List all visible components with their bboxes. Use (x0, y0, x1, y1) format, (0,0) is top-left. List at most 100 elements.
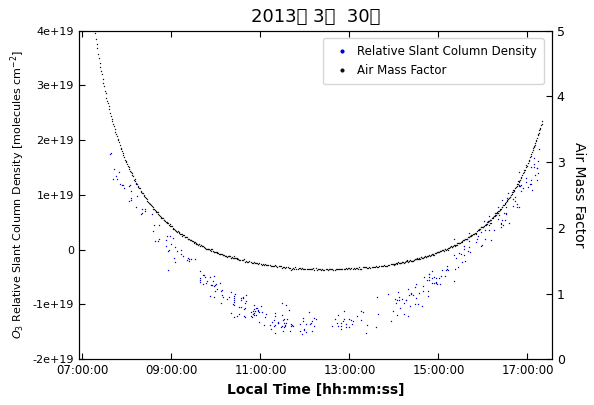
Relative Slant Column Density (148, 228, 158, 234)
Air Mass Factor (460, 237, 469, 243)
Relative Slant Column Density (240, 305, 249, 311)
Relative Slant Column Density (405, 303, 415, 310)
Relative Slant Column Density (298, 331, 307, 337)
Air Mass Factor (386, 260, 396, 267)
Air Mass Factor (370, 264, 380, 270)
Air Mass Factor (400, 258, 410, 265)
Air Mass Factor (425, 252, 434, 258)
Relative Slant Column Density (240, 313, 249, 320)
Relative Slant Column Density (260, 322, 269, 328)
Air Mass Factor (175, 229, 184, 235)
Air Mass Factor (489, 213, 499, 220)
Air Mass Factor (117, 148, 127, 154)
Relative Slant Column Density (224, 293, 233, 300)
Air Mass Factor (353, 266, 363, 272)
Air Mass Factor (392, 261, 402, 267)
Air Mass Factor (85, 21, 94, 27)
Relative Slant Column Density (108, 176, 118, 183)
Relative Slant Column Density (498, 222, 507, 228)
Air Mass Factor (220, 253, 229, 259)
Relative Slant Column Density (496, 220, 505, 226)
Relative Slant Column Density (358, 308, 367, 315)
Air Mass Factor (274, 263, 283, 269)
Air Mass Factor (403, 257, 412, 264)
Relative Slant Column Density (412, 281, 421, 287)
Air Mass Factor (123, 163, 132, 169)
Relative Slant Column Density (301, 321, 311, 327)
Air Mass Factor (527, 149, 537, 156)
Relative Slant Column Density (397, 296, 407, 302)
Air Mass Factor (341, 265, 350, 272)
Air Mass Factor (178, 232, 187, 239)
Air Mass Factor (160, 217, 169, 224)
Air Mass Factor (276, 263, 286, 270)
Relative Slant Column Density (235, 311, 244, 317)
Air Mass Factor (460, 236, 470, 243)
Air Mass Factor (161, 219, 170, 226)
Relative Slant Column Density (451, 266, 460, 273)
Relative Slant Column Density (471, 239, 481, 245)
Air Mass Factor (83, 21, 92, 27)
Air Mass Factor (362, 264, 372, 271)
Relative Slant Column Density (169, 235, 178, 241)
Air Mass Factor (95, 60, 105, 66)
Air Mass Factor (218, 252, 228, 258)
Air Mass Factor (169, 225, 178, 232)
Air Mass Factor (514, 179, 523, 185)
Relative Slant Column Density (210, 282, 219, 289)
Air Mass Factor (446, 243, 456, 249)
Air Mass Factor (179, 232, 188, 239)
Relative Slant Column Density (410, 301, 419, 307)
Relative Slant Column Density (417, 303, 426, 310)
Air Mass Factor (235, 257, 244, 263)
Air Mass Factor (401, 258, 410, 264)
Relative Slant Column Density (480, 236, 489, 243)
Relative Slant Column Density (392, 297, 402, 303)
Air Mass Factor (107, 116, 116, 122)
Relative Slant Column Density (277, 300, 286, 307)
Air Mass Factor (479, 222, 489, 229)
Relative Slant Column Density (119, 181, 128, 188)
Air Mass Factor (452, 241, 462, 248)
Air Mass Factor (532, 134, 542, 141)
Air Mass Factor (97, 70, 107, 77)
Air Mass Factor (80, 21, 89, 27)
Relative Slant Column Density (492, 210, 502, 216)
Air Mass Factor (173, 228, 182, 235)
Air Mass Factor (219, 252, 228, 258)
Air Mass Factor (100, 87, 110, 94)
Relative Slant Column Density (248, 313, 257, 320)
Air Mass Factor (268, 263, 277, 269)
Relative Slant Column Density (222, 296, 232, 303)
Relative Slant Column Density (494, 216, 503, 223)
Relative Slant Column Density (280, 322, 289, 328)
Air Mass Factor (486, 216, 496, 223)
Air Mass Factor (172, 227, 181, 234)
Air Mass Factor (83, 21, 93, 27)
Relative Slant Column Density (149, 222, 159, 228)
Relative Slant Column Density (489, 227, 499, 233)
Relative Slant Column Density (176, 247, 186, 254)
Air Mass Factor (532, 137, 541, 143)
Relative Slant Column Density (273, 318, 283, 325)
Relative Slant Column Density (203, 278, 212, 285)
Relative Slant Column Density (218, 294, 228, 300)
Air Mass Factor (347, 266, 357, 272)
Relative Slant Column Density (305, 309, 314, 315)
Y-axis label: Air Mass Factor: Air Mass Factor (571, 142, 586, 248)
Air Mass Factor (283, 264, 292, 271)
Air Mass Factor (236, 257, 245, 263)
Air Mass Factor (422, 254, 431, 260)
Relative Slant Column Density (287, 323, 296, 330)
Air Mass Factor (526, 153, 535, 160)
Air Mass Factor (409, 257, 418, 263)
Relative Slant Column Density (486, 237, 495, 243)
Air Mass Factor (457, 238, 467, 245)
Relative Slant Column Density (261, 311, 270, 318)
Relative Slant Column Density (182, 256, 192, 263)
Air Mass Factor (528, 147, 538, 153)
Air Mass Factor (116, 145, 125, 151)
Air Mass Factor (343, 265, 353, 272)
Relative Slant Column Density (337, 323, 346, 330)
Relative Slant Column Density (491, 212, 501, 219)
